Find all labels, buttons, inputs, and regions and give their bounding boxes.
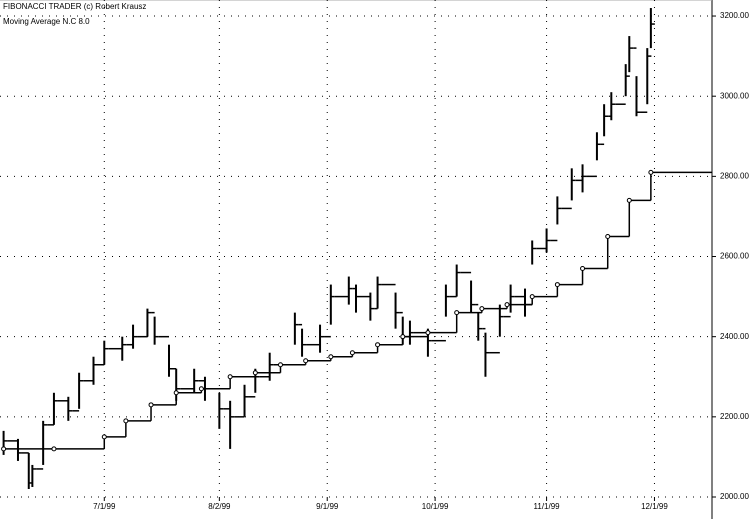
y-tick-label: 2000.00 [720, 492, 749, 501]
ma-point [425, 330, 431, 336]
ma-point [101, 434, 107, 440]
ma-point [198, 386, 204, 392]
x-tick-label: 11/1/99 [534, 502, 561, 511]
ma-point [454, 310, 460, 316]
chart-title: FIBONACCI TRADER (c) Robert Krausz [3, 2, 146, 11]
ma-point [504, 302, 510, 308]
y-tick-label: 2400.00 [720, 332, 749, 341]
x-tick-label: 10/1/99 [422, 502, 449, 511]
y-tick-label: 2800.00 [720, 171, 749, 180]
ma-point [148, 402, 154, 408]
x-tick-label: 7/1/99 [93, 502, 116, 511]
y-tick-label: 2600.00 [720, 252, 749, 261]
ma-point [479, 306, 485, 312]
ma-point [375, 342, 381, 348]
ma-point [580, 266, 586, 272]
ma-point [648, 169, 654, 175]
y-tick-label: 2200.00 [720, 412, 749, 421]
x-tick-label: 8/2/99 [208, 502, 231, 511]
y-tick-label: 3000.00 [720, 91, 749, 100]
ma-point [1, 446, 7, 452]
ma-point [123, 418, 129, 424]
y-tick-label: 3200.00 [720, 11, 749, 20]
ma-point [252, 370, 258, 376]
ma-point [227, 374, 233, 380]
ma-point [173, 390, 179, 396]
ma-point [554, 282, 560, 288]
x-tick-label: 12/1/99 [641, 502, 668, 511]
x-tick-label: 9/1/99 [316, 502, 339, 511]
legend-entry: Moving Average N.C 8.0 [3, 17, 90, 26]
ma-point [277, 362, 283, 368]
ma-point [605, 233, 611, 239]
ma-point [51, 446, 57, 452]
ma-point [400, 334, 406, 340]
ma-point [303, 358, 309, 364]
ma-point [529, 294, 535, 300]
ma-point [328, 354, 334, 360]
ma-point [626, 197, 632, 203]
ma-point [349, 350, 355, 356]
